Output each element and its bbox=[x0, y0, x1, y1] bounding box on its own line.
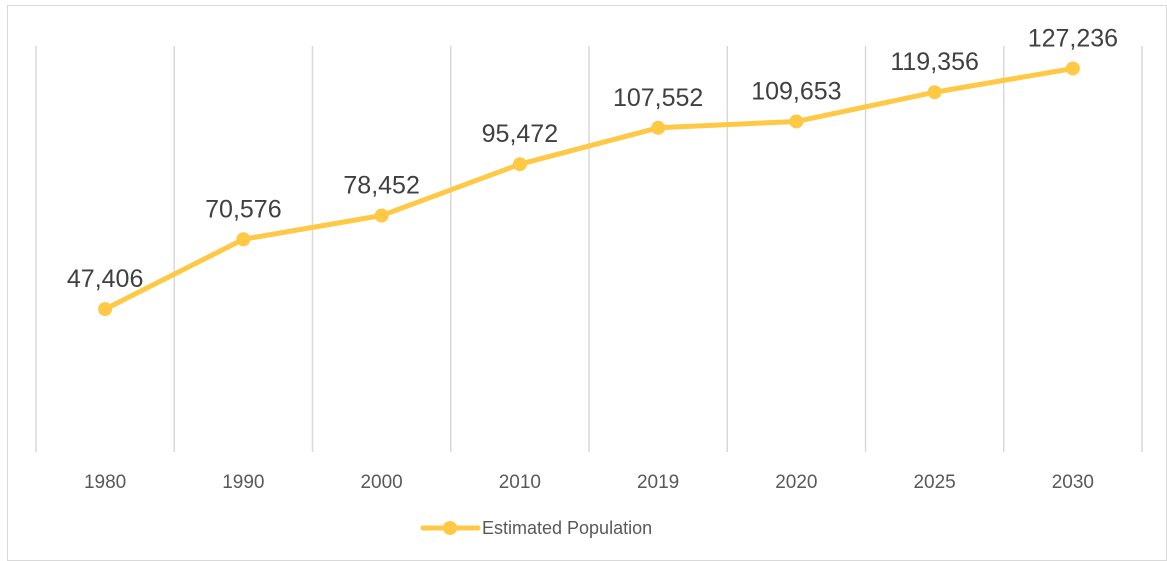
gridlines bbox=[35, 46, 1143, 452]
data-point bbox=[927, 85, 942, 100]
data-point bbox=[98, 302, 113, 317]
x-tick-label: 2025 bbox=[913, 472, 955, 493]
x-axis-ticks: 1980 1990 2000 2010 2019 2020 2025 2030 bbox=[84, 472, 1094, 493]
x-tick-label: 1980 bbox=[84, 472, 126, 493]
legend-label: Estimated Population bbox=[482, 518, 652, 538]
data-point bbox=[1065, 61, 1080, 76]
x-tick-label: 2000 bbox=[360, 472, 402, 493]
data-point bbox=[512, 157, 527, 172]
x-tick-label: 2019 bbox=[637, 472, 679, 493]
data-label: 107,552 bbox=[613, 84, 703, 112]
data-point-layer bbox=[98, 61, 1080, 317]
data-label: 127,236 bbox=[1028, 24, 1118, 52]
series-line-layer bbox=[102, 65, 1076, 312]
data-point bbox=[236, 232, 251, 247]
data-label: 47,406 bbox=[67, 265, 143, 293]
chart-frame bbox=[7, 5, 1167, 561]
x-tick-label: 1990 bbox=[222, 472, 264, 493]
data-label: 109,653 bbox=[751, 77, 841, 105]
legend-marker bbox=[443, 521, 457, 535]
series-line bbox=[102, 65, 1076, 312]
x-tick-label: 2030 bbox=[1052, 472, 1094, 493]
data-label: 119,356 bbox=[890, 48, 979, 76]
data-point bbox=[374, 208, 389, 223]
data-label: 70,576 bbox=[205, 195, 281, 223]
data-point bbox=[789, 114, 804, 129]
x-tick-label: 2020 bbox=[775, 472, 817, 493]
data-label-layer: 47,406 70,576 78,452 95,472 107,552 109,653 11… bbox=[67, 24, 1118, 293]
data-point bbox=[651, 120, 666, 135]
x-tick-label: 2010 bbox=[499, 472, 541, 493]
data-label: 95,472 bbox=[482, 120, 558, 148]
legend: Estimated Population bbox=[420, 518, 652, 538]
data-label: 78,452 bbox=[343, 172, 419, 200]
